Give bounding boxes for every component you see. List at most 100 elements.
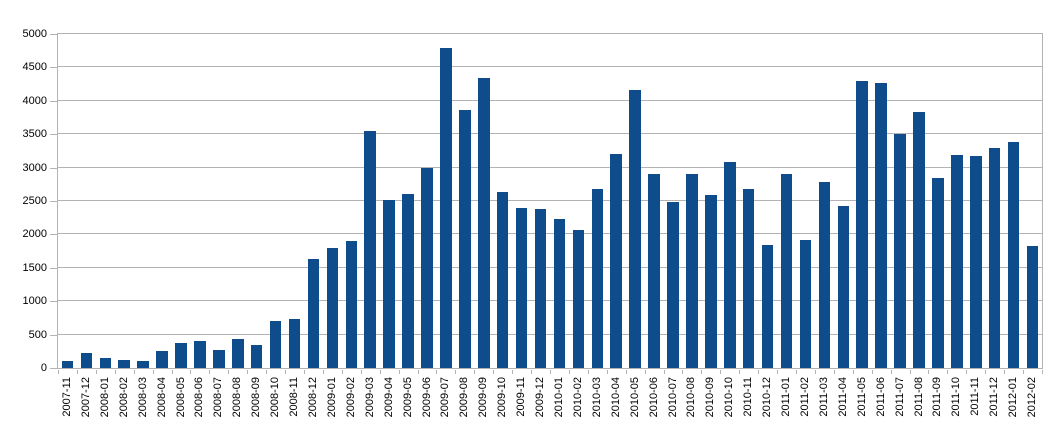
x-tick-2 (95, 370, 97, 374)
bar-2011-11 (970, 156, 982, 368)
bar-2008-07 (213, 349, 225, 368)
x-tick-11 (266, 370, 268, 374)
x-tick-5 (152, 370, 154, 374)
x-tick-36 (739, 370, 741, 374)
x-label-2008-04: 2008-04 (155, 377, 168, 418)
x-tick-38 (777, 370, 779, 374)
bar-2010-07 (667, 201, 679, 368)
x-label-2010-01: 2010-01 (552, 377, 565, 418)
bar-2008-06 (194, 341, 206, 368)
x-tick-21 (455, 370, 457, 374)
gridline-500 (58, 333, 1042, 335)
bar-2010-09 (705, 195, 717, 368)
gridline-2000 (58, 233, 1042, 235)
y-tick-label-5000: 5000 (22, 28, 47, 40)
bar-2008-09 (250, 345, 263, 368)
x-tick-52 (1042, 370, 1043, 374)
bar-2009-03 (364, 130, 376, 368)
x-tick-10 (247, 370, 249, 374)
x-tick-6 (171, 370, 173, 374)
x-label-2009-08: 2009-08 (458, 377, 471, 418)
y-tick-4000 (50, 100, 57, 102)
y-tick-3500 (50, 134, 57, 136)
bar-2008-11 (288, 319, 301, 368)
x-label-2008-03: 2008-03 (136, 377, 149, 418)
x-tick-17 (379, 370, 381, 374)
gridline-3500 (58, 133, 1042, 135)
x-label-2008-08: 2008-08 (231, 377, 244, 418)
x-tick-46 (928, 370, 930, 374)
x-tick-0 (58, 370, 59, 374)
bar-2009-06 (421, 167, 433, 368)
x-label-2011-04: 2011-04 (836, 377, 849, 417)
y-tick-label-3500: 3500 (22, 128, 47, 141)
bar-2012-01 (1007, 141, 1020, 368)
x-label-2007-11: 2007-11 (60, 377, 73, 417)
bar-2008-01 (99, 357, 112, 368)
bar-2011-09 (932, 177, 944, 368)
x-tick-20 (436, 370, 438, 374)
x-tick-18 (398, 370, 400, 374)
x-tick-1 (76, 370, 78, 374)
x-tick-19 (417, 370, 419, 374)
gridline-4000 (58, 99, 1042, 101)
gridline-1000 (58, 300, 1042, 302)
bar-2008-10 (269, 321, 282, 368)
x-label-2009-09: 2009-09 (477, 377, 490, 418)
x-label-2011-02: 2011-02 (798, 377, 811, 417)
x-tick-3 (114, 370, 116, 374)
bar-2012-02 (1026, 246, 1039, 368)
x-tick-15 (341, 370, 343, 374)
y-tick-label-1000: 1000 (22, 295, 47, 308)
bar-2009-05 (402, 193, 414, 368)
bar-2010-06 (648, 174, 660, 368)
x-tick-31 (644, 370, 646, 374)
bar-2011-04 (837, 206, 850, 368)
y-tick-label-0: 0 (40, 362, 47, 374)
bar-2009-10 (496, 191, 509, 368)
bar-2010-03 (591, 188, 604, 368)
y-tick-1500 (50, 267, 57, 269)
x-tick-41 (833, 370, 835, 374)
bar-2008-03 (137, 360, 149, 368)
x-tick-32 (663, 370, 665, 374)
x-label-2010-03: 2010-03 (590, 377, 603, 418)
y-tick-3000 (50, 167, 57, 169)
x-tick-49 (985, 370, 987, 374)
gridline-3000 (58, 166, 1042, 168)
x-label-2009-11: 2009-11 (515, 377, 528, 417)
x-tick-14 (322, 370, 324, 374)
x-label-2011-07: 2011-07 (893, 377, 906, 417)
bar-2008-02 (118, 359, 130, 368)
gridline-1500 (58, 266, 1042, 268)
gridline-2500 (58, 200, 1042, 201)
bar-2007-11 (61, 361, 74, 368)
x-label-2010-10: 2010-10 (723, 377, 736, 418)
x-tick-22 (474, 370, 476, 374)
bar-2010-04 (610, 154, 622, 368)
bar-2007-12 (80, 352, 93, 368)
bar-2011-01 (780, 174, 793, 368)
bar-2009-07 (440, 48, 452, 368)
y-tick-label-2000: 2000 (22, 228, 47, 241)
bar-2009-11 (515, 208, 528, 368)
bar-2008-05 (175, 342, 187, 368)
y-tick-label-500: 500 (28, 328, 47, 341)
x-tick-9 (228, 370, 230, 374)
x-label-2009-07: 2009-07 (439, 377, 452, 418)
bar-2010-10 (724, 162, 736, 368)
x-tick-29 (606, 370, 608, 374)
x-label-2010-04: 2010-04 (609, 377, 622, 418)
x-label-2012-01: 2012-01 (1007, 377, 1020, 418)
bar-2011-07 (894, 133, 906, 368)
bar-2011-03 (818, 181, 831, 368)
bar-2009-04 (383, 200, 395, 368)
x-tick-47 (947, 370, 949, 374)
bar-2011-06 (875, 83, 887, 368)
x-label-2010-02: 2010-02 (571, 377, 584, 418)
x-tick-37 (758, 370, 760, 374)
x-label-2011-01: 2011-01 (780, 377, 793, 417)
x-label-2011-05: 2011-05 (855, 377, 868, 417)
x-tick-51 (1023, 370, 1025, 374)
